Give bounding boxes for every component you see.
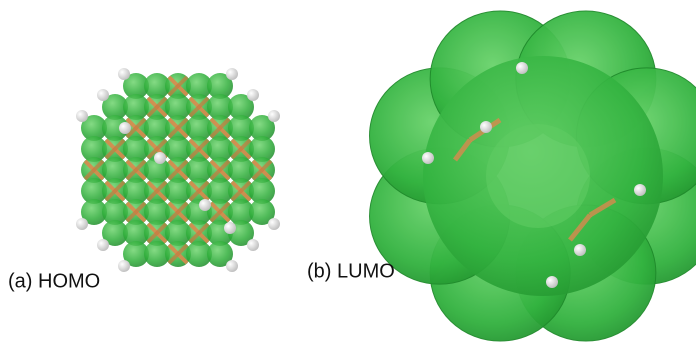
hydrogen — [516, 62, 528, 74]
hydrogen — [97, 89, 109, 101]
hydrogen — [268, 110, 280, 122]
hydrogen — [546, 276, 558, 288]
hydrogen — [268, 218, 280, 230]
hydrogen — [226, 68, 238, 80]
hydrogen — [422, 152, 434, 164]
hydrogen — [226, 260, 238, 272]
figure: (a) HOMO (b) LUMO — [0, 0, 696, 348]
hydrogen — [119, 122, 131, 134]
hydrogen — [154, 152, 166, 164]
hydrogen — [76, 218, 88, 230]
hydrogen — [118, 260, 130, 272]
hydrogen — [224, 222, 236, 234]
hydrogen — [199, 199, 211, 211]
orbital-inner — [486, 124, 590, 228]
panel-label: (b) LUMO — [307, 260, 395, 282]
page: {"panels": [{"label": "(a) HOMO"}, {"lab… — [0, 0, 696, 348]
homo-render — [76, 68, 280, 272]
hydrogen — [118, 68, 130, 80]
lumo-render — [370, 11, 696, 341]
hydrogen — [97, 239, 109, 251]
hydrogen — [480, 121, 492, 133]
hydrogen — [247, 89, 259, 101]
hydrogen — [634, 184, 646, 196]
panel-label: (a) HOMO — [8, 270, 100, 292]
hydrogen — [247, 239, 259, 251]
hydrogen — [76, 110, 88, 122]
hydrogen — [574, 244, 586, 256]
